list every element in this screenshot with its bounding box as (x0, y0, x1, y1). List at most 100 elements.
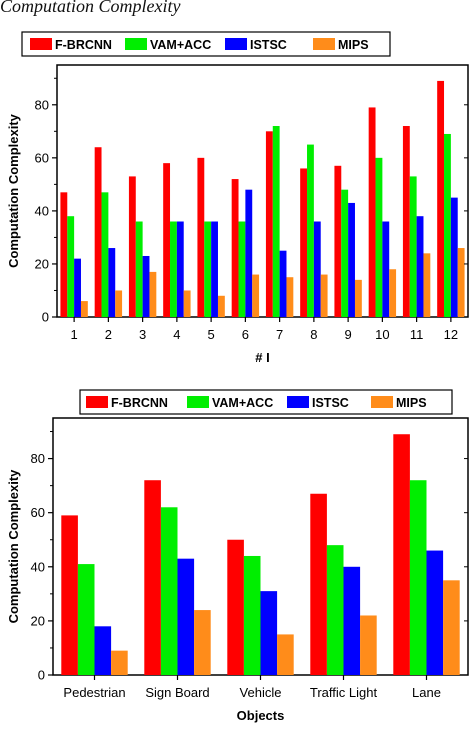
legend-label-f-brcnn: F-BRCNN (55, 38, 112, 52)
x-tick-label: Sign Board (145, 685, 209, 700)
bar-f-brcnn-5 (393, 434, 410, 675)
bar-mips-7 (286, 277, 294, 317)
x-tick-label: 2 (105, 327, 112, 342)
x-tick-label: 12 (444, 327, 458, 342)
legend-swatch-istsc (225, 38, 247, 50)
x-tick-label: Traffic Light (310, 685, 378, 700)
bar-mips-11 (423, 253, 431, 317)
bar-vam-acc-4 (326, 545, 344, 675)
bar-vam-acc-6 (238, 221, 246, 317)
bar-f-brcnn-6 (231, 179, 239, 317)
legend-label-f-brcnn: F-BRCNN (111, 396, 168, 410)
bar-istsc-1 (74, 258, 81, 317)
bar-mips-10 (389, 269, 397, 317)
bar-mips-8 (320, 274, 328, 317)
chart-2: 0 20 40 60 80 Pedestrian Sign Board Vehicle Traf… (6, 389, 469, 723)
bar-f-brcnn-11 (402, 126, 410, 317)
legend-label-mips: MIPS (396, 396, 427, 410)
x-tick-label: 5 (208, 327, 215, 342)
bar-mips-3 (149, 271, 157, 317)
y-tick-label: 60 (35, 150, 49, 165)
bar-f-brcnn-3 (128, 176, 136, 317)
bar-vam-acc-1 (67, 216, 75, 317)
bar-vam-acc-7 (272, 126, 280, 317)
bar-istsc-3 (142, 255, 150, 317)
bar-f-brcnn-2 (144, 480, 161, 675)
bar-vam-acc-9 (341, 189, 349, 317)
bar-mips-5 (443, 580, 460, 675)
legend: F-BRCNN VAM+ACC ISTSC MIPS (21, 31, 391, 57)
y-tick-label: 40 (35, 203, 49, 218)
y-axis-title: Computation Complexity (6, 469, 21, 624)
legend-swatch-mips (371, 396, 393, 408)
bar-vam-acc-3 (243, 555, 261, 675)
bar-istsc-12 (450, 197, 458, 317)
bar-f-brcnn-9 (334, 165, 342, 317)
bar-f-brcnn-4 (310, 493, 327, 675)
bar-vam-acc-11 (409, 176, 417, 317)
legend-label-vam-acc: VAM+ACC (212, 396, 273, 410)
bar-vam-acc-4 (170, 221, 177, 317)
bar-f-brcnn-2 (94, 147, 102, 317)
y-axis-title: Computation Complexity (6, 113, 21, 268)
y-tick-label: 20 (31, 613, 45, 628)
legend-swatch-vam-acc (125, 38, 147, 50)
bar-vam-acc-2 (160, 507, 178, 675)
x-tick-label: 9 (345, 327, 352, 342)
bar-istsc-10 (382, 221, 390, 317)
legend-swatch-f-brcnn (30, 38, 52, 50)
legend-swatch-vam-acc (187, 396, 209, 408)
bar-vam-acc-1 (77, 564, 95, 675)
y-tick-label: 80 (35, 97, 49, 112)
bar-istsc-9 (348, 202, 355, 317)
bar-mips-2 (194, 610, 211, 675)
bar-mips-3 (277, 634, 294, 675)
bar-vam-acc-5 (409, 480, 427, 675)
x-tick-label: 7 (276, 327, 283, 342)
y-tick-label: 0 (42, 310, 49, 325)
x-axis-title: # I (255, 350, 269, 365)
legend-label-mips: MIPS (338, 38, 369, 52)
bar-istsc-5 (211, 221, 218, 317)
bar-f-brcnn-3 (227, 539, 244, 675)
bar-vam-acc-12 (444, 133, 451, 317)
y-tick-label: 40 (31, 559, 45, 574)
bar-istsc-8 (313, 221, 321, 317)
bar-vam-acc-3 (135, 221, 143, 317)
bar-vam-acc-8 (307, 144, 314, 317)
x-tick-label: 8 (310, 327, 317, 342)
x-tick-label: Vehicle (240, 685, 282, 700)
bar-istsc-2 (177, 558, 195, 675)
bar-mips-1 (80, 301, 88, 317)
x-axis-title: Objects (237, 708, 285, 723)
bar-vam-acc-5 (204, 221, 212, 317)
bar-istsc-5 (426, 550, 444, 675)
legend-swatch-mips (313, 38, 335, 50)
legend: F-BRCNN VAM+ACC ISTSC MIPS (79, 389, 453, 415)
bar-istsc-2 (108, 248, 116, 317)
bar-f-brcnn-12 (437, 80, 445, 317)
legend-swatch-istsc (287, 396, 309, 408)
bar-mips-12 (457, 248, 465, 317)
bar-vam-acc-10 (375, 157, 383, 317)
x-tick-label: 4 (173, 327, 180, 342)
bar-istsc-3 (260, 591, 278, 675)
bar-istsc-6 (245, 189, 253, 317)
bar-mips-4 (183, 290, 191, 317)
bar-f-brcnn-7 (265, 131, 273, 317)
x-tick-label: 1 (71, 327, 78, 342)
bar-mips-6 (252, 274, 260, 317)
bar-istsc-1 (94, 626, 112, 675)
bar-mips-4 (360, 615, 377, 675)
bar-vam-acc-2 (101, 192, 109, 317)
bar-mips-1 (111, 650, 128, 675)
bar-f-brcnn-8 (300, 168, 308, 317)
bar-f-brcnn-10 (368, 107, 376, 317)
bar-f-brcnn-5 (197, 157, 205, 317)
bar-istsc-4 (176, 221, 184, 317)
y-tick-label: 0 (38, 668, 45, 683)
y-tick-label: 60 (31, 505, 45, 520)
x-tick-label: 6 (242, 327, 249, 342)
